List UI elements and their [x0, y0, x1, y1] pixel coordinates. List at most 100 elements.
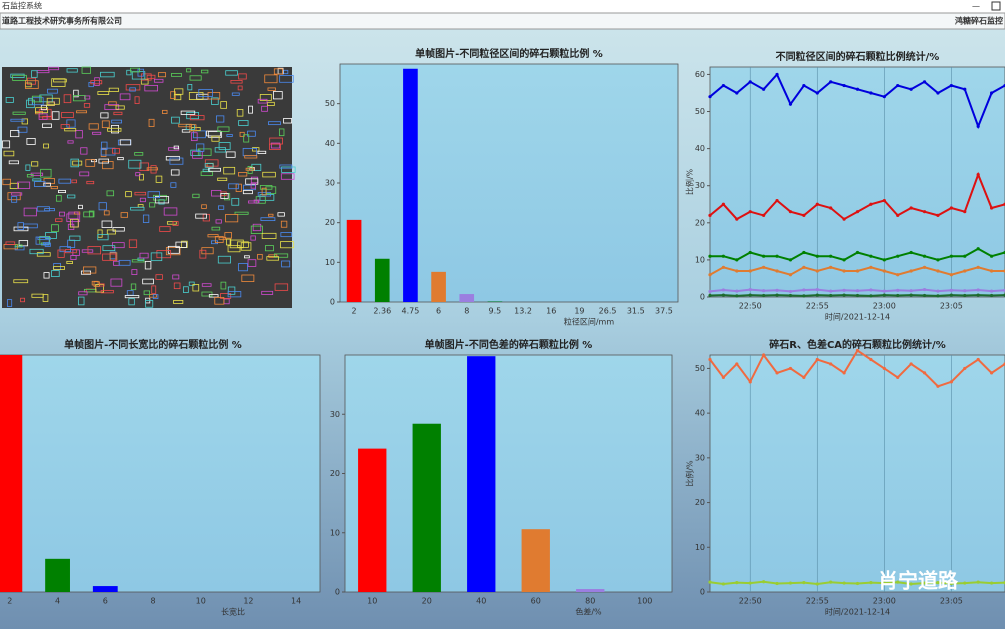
- plot-area: [0, 354, 321, 593]
- stone-outline: [97, 234, 109, 241]
- series-point: [922, 80, 927, 84]
- series-point: [842, 288, 846, 292]
- x-axis-label: 色差/%: [575, 607, 602, 617]
- stone-outline: [66, 213, 81, 223]
- stone-outline: [70, 158, 79, 168]
- chart-panel: 单帧图片-不同粒径区间的碎石颗粒比例 % 0 10 20 30 40 50 粒径区间/mm 2 2…: [325, 47, 679, 327]
- series-point: [896, 273, 900, 277]
- x-tick-label: 9.5: [489, 307, 502, 316]
- stone-outline: [173, 145, 179, 150]
- stone-outline: [143, 290, 151, 296]
- stone-outline: [199, 249, 207, 259]
- series-point: [788, 289, 793, 294]
- stone-outline: [107, 127, 122, 132]
- stone-outline: [171, 73, 182, 77]
- stone-outline: [189, 124, 197, 132]
- x-axis-label: 粒径区间/mm: [564, 317, 614, 327]
- minimize-button[interactable]: —: [972, 2, 980, 11]
- stone-outline: [31, 161, 39, 167]
- stone-outline: [208, 294, 219, 298]
- stone-outline: [100, 112, 109, 119]
- stone-outline: [279, 75, 294, 83]
- stone-outline: [130, 283, 137, 291]
- series-point: [882, 269, 886, 273]
- series-point: [802, 294, 806, 298]
- x-tick-label: 13.2: [514, 307, 532, 316]
- chart-title: 单帧图片-不同长宽比的碎石颗粒比例 %: [64, 338, 242, 351]
- stone-outline: [280, 241, 295, 249]
- y-tick-label: 40: [325, 139, 335, 148]
- stone-outline: [231, 197, 240, 206]
- stone-outline: [261, 232, 277, 239]
- stone-outline: [66, 68, 78, 73]
- stone-outline: [268, 121, 281, 126]
- series-point: [815, 287, 819, 292]
- series-point: [909, 206, 913, 210]
- series-point: [882, 198, 886, 203]
- series-point: [855, 348, 860, 353]
- series-point: [989, 581, 994, 585]
- stone-outline: [98, 158, 110, 164]
- stone-outline: [51, 111, 60, 120]
- stone-outline: [281, 166, 296, 173]
- series-point: [748, 380, 752, 384]
- series-point: [708, 213, 712, 217]
- series-point: [882, 258, 886, 262]
- stone-outline: [98, 202, 107, 211]
- series-point: [815, 202, 819, 206]
- x-tick-label: 2: [7, 597, 12, 606]
- stone-outline: [259, 194, 275, 201]
- stone-outline: [174, 88, 184, 95]
- bar: [358, 448, 387, 592]
- stone-outline: [100, 147, 116, 156]
- y-tick-label: 0: [700, 293, 705, 302]
- stone-outline: [120, 212, 128, 218]
- stone-outline: [269, 143, 281, 150]
- stone-outline: [220, 281, 227, 290]
- stone-outline: [93, 281, 100, 287]
- plot-area: [339, 63, 679, 303]
- stone-outline: [85, 159, 96, 167]
- maximize-button[interactable]: [991, 1, 1001, 11]
- stone-outline: [118, 259, 131, 266]
- series-point: [909, 289, 913, 293]
- series-point: [735, 294, 739, 298]
- stone-outline: [207, 131, 223, 138]
- series-point: [788, 102, 793, 106]
- series-point: [936, 258, 940, 262]
- stone-outline: [57, 249, 65, 258]
- stone-outline: [151, 285, 157, 294]
- series-point: [922, 371, 927, 375]
- stone-outline: [51, 270, 60, 277]
- series-point: [842, 269, 846, 273]
- stone-outline: [71, 179, 77, 184]
- stone-outline: [229, 239, 244, 249]
- series-point: [963, 581, 967, 585]
- series-point: [735, 258, 739, 262]
- watermark: 肖宁道路: [878, 569, 959, 593]
- stone-outline: [134, 191, 147, 196]
- chart-panel: 单帧图片-不同色差的碎石颗粒比例 % 0 10 20 30 色差/% 10 20 40 60 80 1…: [330, 338, 673, 617]
- series-point: [802, 581, 806, 585]
- stone-outline: [51, 78, 66, 87]
- stone-outline: [126, 69, 132, 76]
- series-point: [735, 269, 739, 273]
- series-point: [963, 87, 967, 91]
- stone-outline: [244, 255, 250, 259]
- series-point: [815, 293, 819, 297]
- series-point: [775, 293, 779, 297]
- y-tick-label: 0: [700, 588, 705, 597]
- x-tick-label: 19: [574, 307, 584, 316]
- series-point: [949, 254, 953, 258]
- stone-outline: [6, 299, 13, 307]
- stone-outline: [101, 220, 113, 228]
- stone-outline: [154, 196, 170, 204]
- series-point: [909, 362, 913, 366]
- series-point: [748, 269, 752, 273]
- x-tick-label: 40: [476, 597, 486, 606]
- bar: [412, 423, 441, 592]
- stone-outline: [31, 95, 42, 103]
- series-point: [976, 247, 980, 251]
- stone-outline: [172, 274, 180, 280]
- stone-outline: [243, 134, 250, 143]
